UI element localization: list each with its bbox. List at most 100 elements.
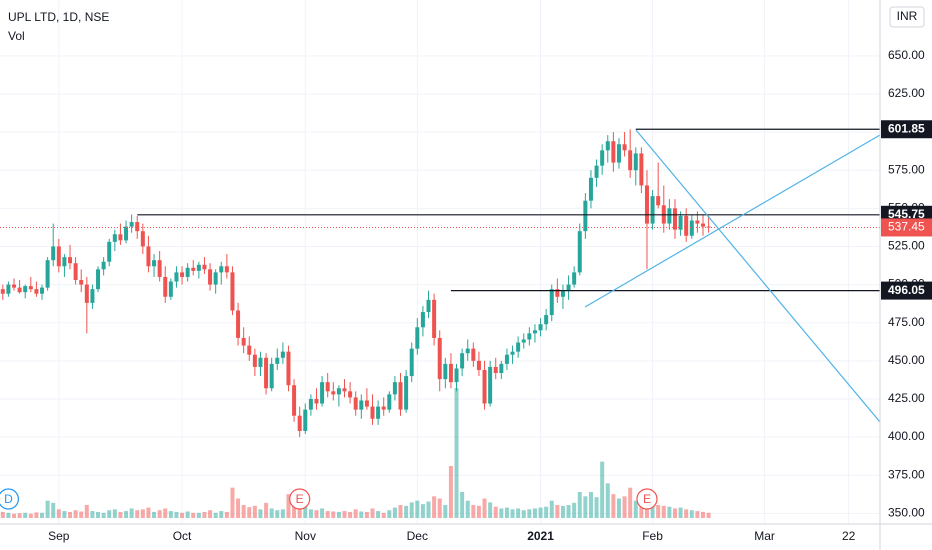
volume-bar [684, 509, 689, 518]
volume-bar [342, 511, 347, 518]
volume-bar [566, 505, 571, 518]
candle-body [672, 208, 677, 230]
volume-bar [292, 500, 297, 518]
candle-body [499, 363, 504, 374]
volume-bar [45, 500, 50, 518]
volume-bar [476, 505, 481, 518]
candle-body [678, 215, 683, 230]
candle-body [0, 289, 5, 294]
volume-bar [404, 505, 409, 518]
volume-bar [101, 512, 106, 518]
candle-body [359, 400, 364, 410]
candle-body [398, 382, 403, 410]
candle-body [342, 388, 347, 392]
volume-bar [605, 483, 610, 518]
volume-bar [163, 508, 168, 518]
candle-body [404, 376, 409, 410]
volume-bar [196, 512, 201, 518]
candle-body [549, 289, 554, 316]
y-tick-label: 625.00 [888, 86, 925, 100]
candle-body [252, 354, 257, 367]
volume-bar [23, 512, 28, 518]
volume-bar [348, 511, 353, 518]
volume-bar [572, 502, 577, 518]
volume-bar [521, 510, 526, 518]
x-tick-label: 22 [842, 529, 856, 543]
volume-bar [482, 498, 487, 518]
candle-body [622, 144, 627, 151]
candle-body [684, 215, 689, 236]
price-line-tag [881, 120, 932, 139]
volume-bar [689, 510, 694, 518]
x-tick-label: Feb [642, 529, 663, 543]
volume-bar [320, 508, 325, 518]
volume-bar [650, 502, 655, 518]
volume-bar [208, 510, 213, 518]
chart-title: UPL LTD, 1D, NSE [8, 10, 109, 24]
volume-bar [471, 505, 476, 518]
y-tick-label: 375.00 [888, 467, 925, 481]
currency[interactable]: INR [897, 9, 918, 23]
volume-bar [12, 513, 17, 518]
candle-body [325, 382, 330, 392]
candle-body [146, 246, 151, 267]
candle-body [415, 327, 420, 349]
candle-body [392, 382, 397, 395]
volume-bar [314, 510, 319, 518]
candle-body [577, 231, 582, 273]
candle-body [219, 266, 224, 273]
volume-bar [297, 505, 302, 518]
volume-bar [488, 502, 493, 518]
candle-body [28, 286, 33, 290]
volume-bar [555, 505, 560, 518]
candle-body [17, 287, 22, 293]
volume-bar [124, 511, 129, 518]
volume-bar [465, 500, 470, 518]
candle-body [482, 369, 487, 404]
volume-bar [661, 505, 666, 518]
candle-body [348, 391, 353, 398]
volume-bar [264, 502, 269, 518]
volume-bar [303, 502, 308, 518]
candle-body [437, 337, 442, 380]
volume-bar [656, 505, 661, 518]
last-price-label: 537.45 [888, 220, 925, 234]
volume-bar [135, 510, 140, 518]
volume-bar [359, 511, 364, 518]
volume-bar [504, 507, 509, 518]
candle-body [650, 196, 655, 224]
volume-bar [392, 507, 397, 518]
volume-bar [600, 461, 605, 518]
candle-body [84, 284, 89, 303]
candle-body [152, 260, 157, 267]
volume-bar [381, 512, 386, 518]
event-marker [636, 488, 658, 510]
volume-bar [409, 502, 414, 518]
volume-bar [0, 511, 5, 518]
volume-bar [510, 509, 515, 518]
candle-body [566, 284, 571, 291]
volume-bar [432, 496, 437, 518]
x-tick-label: Nov [295, 529, 316, 543]
volume-bar [6, 512, 11, 518]
currency-box[interactable] [889, 6, 925, 28]
candle-body [140, 231, 145, 247]
candle-body [224, 266, 229, 273]
candle-body [196, 264, 201, 271]
candle-body [364, 400, 369, 407]
volume-bar [241, 505, 246, 518]
candle-body [370, 406, 375, 419]
candle-body [157, 260, 162, 277]
volume-bar [107, 510, 112, 518]
y-tick-label: 425.00 [888, 391, 925, 405]
candle-body [34, 289, 39, 294]
candle-body [286, 351, 291, 386]
candle-body [275, 357, 280, 364]
volume-bar [672, 508, 677, 518]
volume-bar [527, 509, 532, 518]
candle-body [135, 222, 140, 232]
candle-body [516, 342, 521, 352]
volume-pane [0, 388, 711, 518]
volume-bar [230, 487, 235, 518]
volume-bar [376, 511, 381, 518]
